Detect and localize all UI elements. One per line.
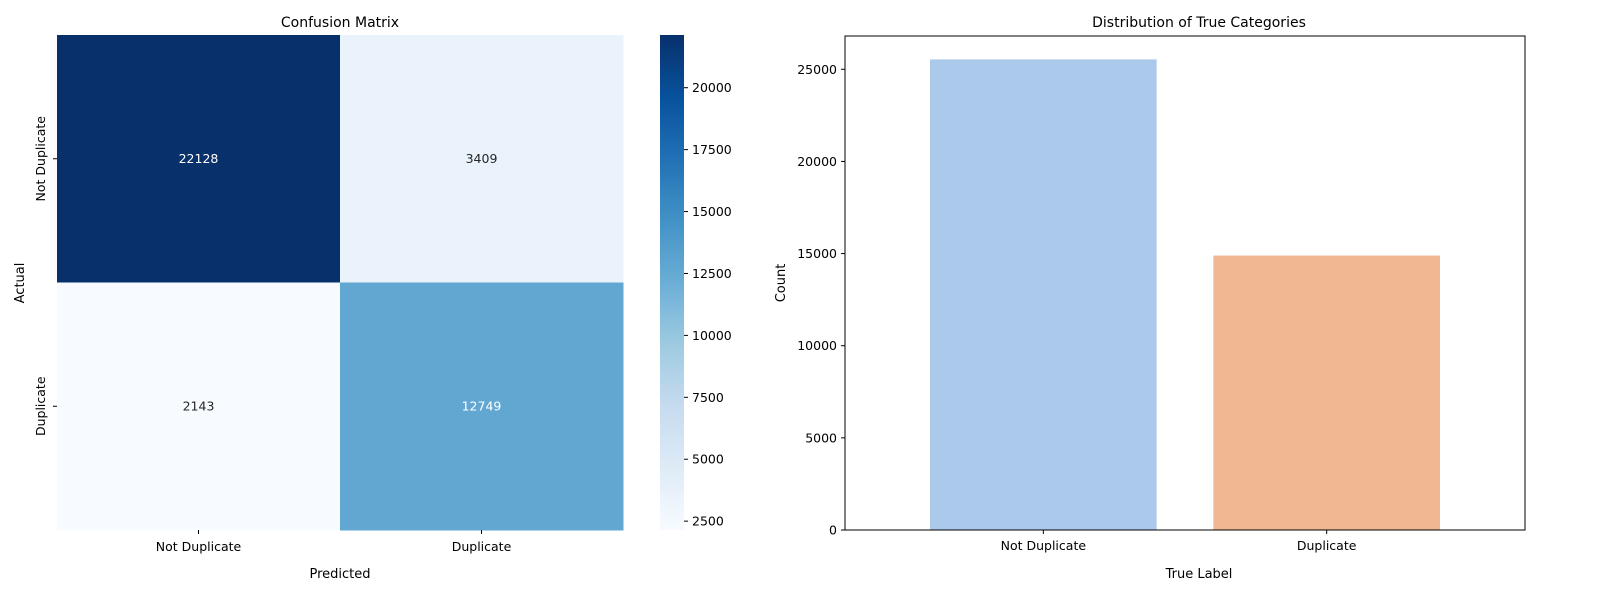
colorbar-tick-label: 17500 <box>692 142 732 157</box>
heatmap-x-tick-label: Not Duplicate <box>156 539 242 554</box>
heatmap-y-tick-label: Duplicate <box>33 376 48 436</box>
bar-y-tick-label: 0 <box>829 523 837 538</box>
bar-y-tick-label: 20000 <box>797 154 837 169</box>
colorbar-gradient <box>660 35 684 530</box>
bar-y-tick-label: 15000 <box>797 246 837 261</box>
bar-y-tick-label: 25000 <box>797 62 837 77</box>
heatmap-x-tick-label: Duplicate <box>452 539 512 554</box>
heatmap-cell-value: 2143 <box>183 398 215 413</box>
bar-x-ticks: Not Duplicate Duplicate <box>1001 530 1357 553</box>
bar-y-tick-label: 5000 <box>805 430 837 445</box>
heatmap-x-ticks: Not Duplicate Duplicate <box>156 530 512 554</box>
bar <box>1213 255 1440 531</box>
heatmap-cell-value: 3409 <box>466 151 498 166</box>
heatmap-cell <box>340 282 624 531</box>
bar-chart-title: Distribution of True Categories <box>1092 15 1306 31</box>
colorbar-tick-label: 12500 <box>692 266 732 281</box>
colorbar-tick-label: 15000 <box>692 204 732 219</box>
bar-y-tick-label: 10000 <box>797 338 837 353</box>
bar-x-axis-label: True Label <box>1165 567 1233 582</box>
bar-plot-frame <box>844 35 1526 531</box>
colorbar: 2500 5000 7500 10000 12500 15000 17500 20000 <box>660 35 732 530</box>
heatmap-cell <box>340 35 624 283</box>
bar-chart-panel: Distribution of True Categories 0 5000 100… <box>774 15 1526 582</box>
colorbar-tick-label: 10000 <box>692 328 732 343</box>
heatmap-y-ticks: Not Duplicate Duplicate <box>33 116 57 436</box>
heatmap-y-axis-label: Actual <box>13 263 28 304</box>
bar-y-axis-label: Count <box>774 264 789 303</box>
heatmap-cell-value: 22128 <box>179 151 219 166</box>
heatmap-x-axis-label: Predicted <box>309 567 370 582</box>
bar <box>930 59 1157 530</box>
colorbar-tick-label: 7500 <box>692 390 724 405</box>
colorbar-tick-label: 20000 <box>692 80 732 95</box>
heatmap-cells <box>57 35 624 531</box>
confusion-matrix-panel: Confusion Matrix 22128 3409 2143 12749 Not … <box>13 15 624 582</box>
heatmap-cell <box>57 282 341 531</box>
heatmap-cell <box>57 35 341 283</box>
bar-x-tick-label: Not Duplicate <box>1001 538 1087 553</box>
heatmap-y-tick-label: Not Duplicate <box>33 116 48 202</box>
confusion-matrix-title: Confusion Matrix <box>281 15 399 31</box>
colorbar-ticks: 2500 5000 7500 10000 12500 15000 17500 20000 <box>684 80 732 529</box>
heatmap-cell-labels: 22128 3409 2143 12749 <box>179 151 502 414</box>
colorbar-tick-label: 5000 <box>692 452 724 467</box>
bar-y-ticks: 0 5000 10000 15000 20000 25000 <box>797 62 845 538</box>
bars <box>930 59 1440 531</box>
colorbar-tick-label: 2500 <box>692 514 724 529</box>
bar-x-tick-label: Duplicate <box>1297 538 1357 553</box>
heatmap-cell-value: 12749 <box>462 398 502 413</box>
